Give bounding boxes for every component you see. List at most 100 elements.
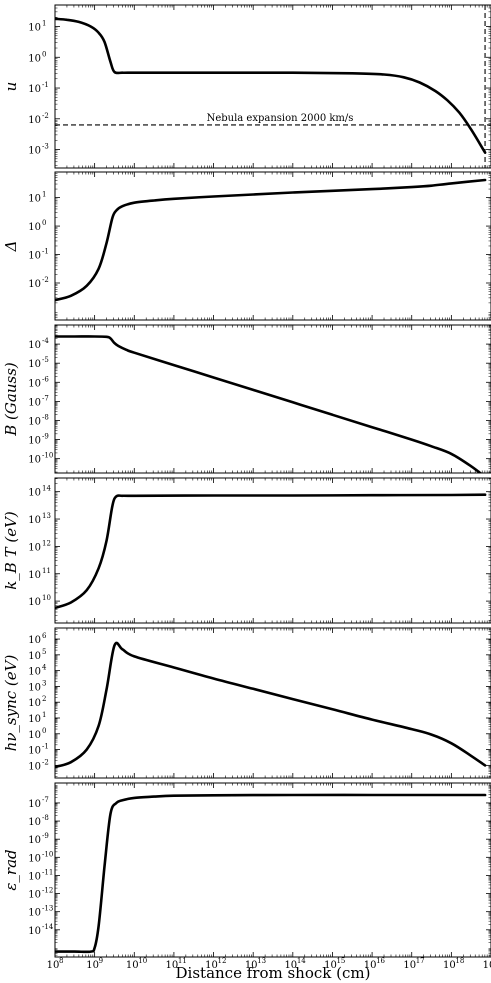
- y-axis-label: Δ: [2, 241, 20, 253]
- y-tick-exponent: -2: [42, 112, 49, 120]
- y-tick-label: 10: [28, 597, 41, 608]
- y-tick-label: 10: [28, 871, 41, 882]
- y-tick-exponent: 11: [42, 567, 51, 575]
- y-tick-exponent: 1: [42, 20, 46, 28]
- y-tick-exponent: -6: [42, 375, 49, 383]
- y-tick-exponent: -12: [42, 887, 53, 895]
- y-tick-label: 10: [28, 23, 41, 34]
- x-tick-label: 10: [483, 960, 491, 971]
- y-tick-label: 10: [28, 436, 41, 447]
- y-axis-label: B (Gauss): [2, 362, 20, 437]
- y-tick-exponent: -9: [42, 433, 49, 441]
- series-line: [55, 335, 483, 473]
- y-tick-label: 10: [28, 222, 41, 233]
- y-tick-exponent: 4: [42, 664, 47, 672]
- y-tick-exponent: -3: [42, 143, 49, 151]
- y-tick-label: 10: [28, 416, 41, 427]
- x-tick-label: 10: [245, 960, 258, 971]
- y-tick-exponent: -8: [42, 413, 49, 421]
- y-tick-exponent: 1: [42, 191, 46, 199]
- y-tick-label: 10: [28, 251, 41, 262]
- series-line: [55, 178, 487, 302]
- y-tick-label: 10: [28, 279, 41, 290]
- y-tick-exponent: -2: [42, 276, 49, 284]
- y-tick-exponent: 5: [42, 648, 46, 656]
- y-tick-label: 10: [28, 835, 41, 846]
- y-tick-exponent: -14: [42, 923, 54, 931]
- y-tick-exponent: 12: [42, 539, 51, 547]
- x-tick-label: 10: [403, 960, 416, 971]
- series-line: [55, 641, 487, 769]
- x-tick-exponent: 11: [178, 957, 187, 965]
- y-tick-label: 10: [28, 667, 41, 678]
- y-tick-exponent: 0: [42, 219, 46, 227]
- y-tick-exponent: -1: [42, 743, 49, 751]
- y-tick-exponent: -7: [42, 394, 49, 402]
- y-tick-exponent: -10: [42, 850, 53, 858]
- y-tick-exponent: 13: [42, 512, 51, 520]
- panel-3: 10-410-510-610-710-810-910 -10B (Gauss): [2, 324, 491, 474]
- y-tick-label: 10: [28, 115, 41, 126]
- y-tick-label: 10: [28, 570, 41, 581]
- y-axis-label: k_B T (eV): [2, 511, 20, 590]
- y-tick-label: 10: [28, 714, 41, 725]
- y-tick-label: 10: [28, 84, 41, 95]
- y-tick-exponent: -10: [42, 452, 53, 460]
- y-tick-label: 10: [28, 378, 41, 389]
- y-axis-label: hν_sync (eV): [2, 655, 20, 752]
- y-tick-label: 10: [28, 194, 41, 205]
- nebula-annotation: Nebula expansion 2000 km/s: [207, 113, 354, 124]
- y-tick-label: 10: [28, 455, 41, 466]
- y-tick-exponent: 0: [42, 50, 46, 58]
- x-tick-exponent: 10: [138, 957, 147, 965]
- panel-frame: [54, 477, 491, 624]
- y-tick-label: 10: [28, 146, 41, 157]
- y-tick-label: 10: [28, 53, 41, 64]
- y-tick-label: 10: [28, 853, 41, 864]
- y-tick-exponent: -1: [42, 81, 49, 89]
- y-tick-label: 10: [28, 746, 41, 757]
- y-tick-exponent: 10: [42, 594, 51, 602]
- panel-frame: [54, 627, 491, 779]
- x-tick-exponent: 12: [218, 957, 227, 965]
- x-tick-label: 10: [324, 960, 337, 971]
- y-tick-exponent: 2: [42, 695, 46, 703]
- y-tick-exponent: 1: [42, 711, 46, 719]
- series-line: [55, 17, 487, 154]
- y-axis-label: u: [2, 82, 20, 92]
- y-tick-exponent: -4: [42, 337, 49, 345]
- y-tick-label: 10: [28, 397, 41, 408]
- y-tick-label: 10: [28, 730, 41, 741]
- y-tick-label: 10: [28, 799, 41, 810]
- x-tick-exponent: 15: [336, 957, 345, 965]
- x-axis-label: Distance from shock (cm): [176, 964, 371, 982]
- y-tick-label: 10: [28, 651, 41, 662]
- panel-frame: [54, 4, 491, 169]
- y-tick-exponent: 3: [42, 679, 46, 687]
- y-axis-label: ε_rad: [2, 849, 20, 890]
- y-tick-exponent: -5: [42, 356, 49, 364]
- y-tick-label: 10: [28, 817, 41, 828]
- x-tick-label: 10: [443, 960, 456, 971]
- y-tick-label: 10: [28, 359, 41, 370]
- x-tick-exponent: 13: [257, 957, 266, 965]
- y-tick-label: 10: [28, 515, 41, 526]
- y-tick-exponent: -2: [42, 758, 49, 766]
- x-tick-label: 10: [126, 960, 139, 971]
- series-line: [55, 793, 487, 954]
- panel-frame: [54, 324, 491, 474]
- x-tick-exponent: 14: [297, 957, 306, 965]
- y-tick-exponent: -7: [42, 796, 49, 804]
- y-tick-label: 10: [28, 761, 41, 772]
- y-tick-label: 10: [28, 488, 41, 499]
- x-axis-tick-labels: 10 8 10 9 10 10 10 11 10 12 10 13 10 14 10 15 10 16 10 17 10…: [47, 957, 491, 971]
- panel-frame: [54, 171, 491, 321]
- x-tick-label: 10: [364, 960, 377, 971]
- y-tick-exponent: -8: [42, 814, 49, 822]
